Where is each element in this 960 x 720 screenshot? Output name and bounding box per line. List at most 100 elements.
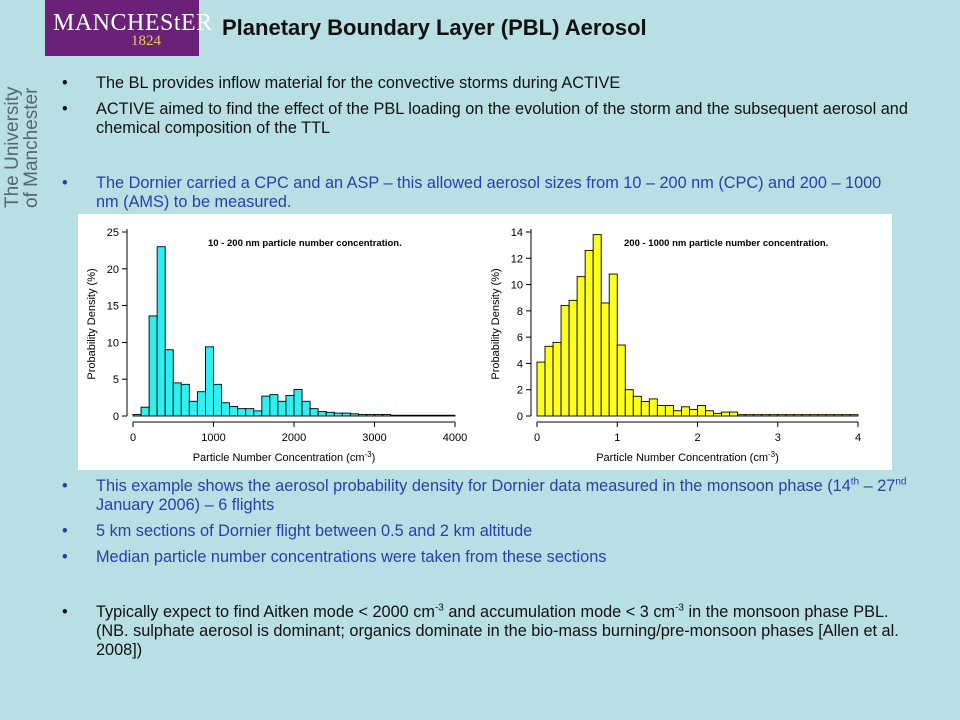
histogram-bar [632,395,642,417]
chart-title: 200 - 1000 nm particle number concentrat… [624,238,828,249]
histogram-bar [285,394,295,417]
histogram-bar [188,400,198,417]
chart-title: 10 - 200 nm particle number concentratio… [208,238,402,249]
bullet-dot: • [62,100,68,118]
x-tick-label: 3 [775,432,781,444]
histogram-bar [697,405,706,417]
bullet-text-part: and accumulation mode < 3 cm [443,603,676,621]
histogram-bar [560,305,570,417]
histogram-bar [825,414,835,417]
bullet-item: • Typically expect to find Aitken mode <… [62,603,908,660]
histogram-bar [309,408,319,417]
histogram-bar [801,414,811,417]
side-wordmark: The University of Manchester [2,58,42,208]
histogram-bar [689,408,698,417]
bullet-text: Median particle number concentrations we… [96,548,607,566]
histogram-bar [140,406,150,417]
histogram-bar [293,389,303,417]
histogram-bar [164,349,174,417]
y-tick-label: 14 [511,227,523,239]
bullet-text-part: in the monsoon phase PBL. (NB. sulphate … [96,603,899,659]
histogram-bar [261,395,271,417]
y-tick-label: 6 [517,332,523,344]
bullet-list-intro: • The BL provides inflow material for th… [62,74,908,145]
histogram-bar [729,411,739,417]
histogram-bar [374,414,384,417]
histogram-bar [664,405,674,417]
histogram-bar [648,398,658,417]
histogram-bar [132,414,142,417]
histogram-bar [398,414,408,417]
histogram-bar [576,276,586,417]
histogram-bar [705,410,714,417]
histogram-bar [325,411,335,417]
histogram-bar [301,400,311,417]
histogram-bar [148,315,158,417]
histogram-bar [608,273,618,417]
histogram-bar [390,414,400,417]
manchester-logo: MANCHEStER 1824 [45,0,212,56]
bullet-text-part: This example shows the aerosol probabili… [96,477,851,495]
histogram-bar [777,414,787,417]
bullet-list-method: • This example shows the aerosol probabi… [62,477,908,574]
histogram-panel: 0 5 10 15 20 25 0 1000 2000 3000 4000 10 - 200 nm p… [78,214,892,470]
bullet-text-part: – 27 [859,477,896,495]
x-tick-label: 4 [855,432,861,444]
bullet-text: This example shows the aerosol probabili… [96,477,906,514]
histogram-bar [656,405,666,417]
histogram-bar [229,405,239,417]
histogram-bar [785,414,795,417]
histogram-bar [180,383,190,417]
logo-year: 1824 [131,33,161,49]
bullet-text-part: Typically expect to find Aitken mode < 2… [96,603,435,621]
page-title: Planetary Boundary Layer (PBL) Aerosol [222,15,647,40]
bullet-list-instruments: • The Dornier carried a CPC and an ASP –… [62,174,908,219]
histogram-bar [349,413,359,417]
x-tick-label: 0 [534,432,540,444]
histogram-bar [196,391,206,417]
histogram-bar [357,414,367,417]
histogram-bar [221,402,231,417]
histogram-chart-1: 0 5 10 15 20 25 0 1000 2000 3000 4000 10 - 200 nm p… [86,227,467,464]
y-tick-label: 2 [517,385,523,397]
bullet-dot: • [62,548,68,566]
histogram-bar [681,406,690,417]
histogram-bar [333,412,343,417]
bullet-dot: • [62,522,68,540]
histogram-bar [414,414,424,417]
x-tick-label: 3000 [362,432,386,444]
bullet-text: ACTIVE aimed to find the effect of the P… [96,100,908,137]
logo-wordmark: MANCHEStER [53,10,213,36]
x-tick-label: 1 [614,432,620,444]
histogram-bar [841,414,851,417]
y-tick-label: 25 [107,227,119,239]
x-axis-label: Particle Number Concentration (cm-3) [596,450,779,464]
bullet-list-conclusion: • Typically expect to find Aitken mode <… [62,603,908,667]
histogram-bar [406,414,416,417]
histogram-bar [438,414,448,417]
bullet-item: • The Dornier carried a CPC and an ASP –… [62,174,908,212]
histogram-bar [341,412,351,417]
y-tick-label: 4 [517,358,523,370]
histogram-bar [544,345,554,417]
histogram-bar [745,414,755,417]
y-tick-label: 0 [113,411,119,423]
histogram-bar [769,414,779,417]
histogram-bar [172,382,182,417]
histogram-bar [552,341,562,417]
histogram-bar [213,383,223,417]
bullet-text: The Dornier carried a CPC and an ASP – t… [96,174,882,211]
histogram-bar [600,302,610,417]
histogram-bar [849,414,859,417]
histogram-bar [382,414,392,417]
x-tick-label: 0 [130,432,136,444]
histogram-bar [568,299,578,417]
y-tick-label: 20 [107,264,119,276]
histogram-bar [713,412,723,417]
superscript: -3 [675,602,684,614]
histogram-bar [833,414,843,417]
bullet-dot: • [62,603,68,621]
histogram-bar [430,414,440,417]
